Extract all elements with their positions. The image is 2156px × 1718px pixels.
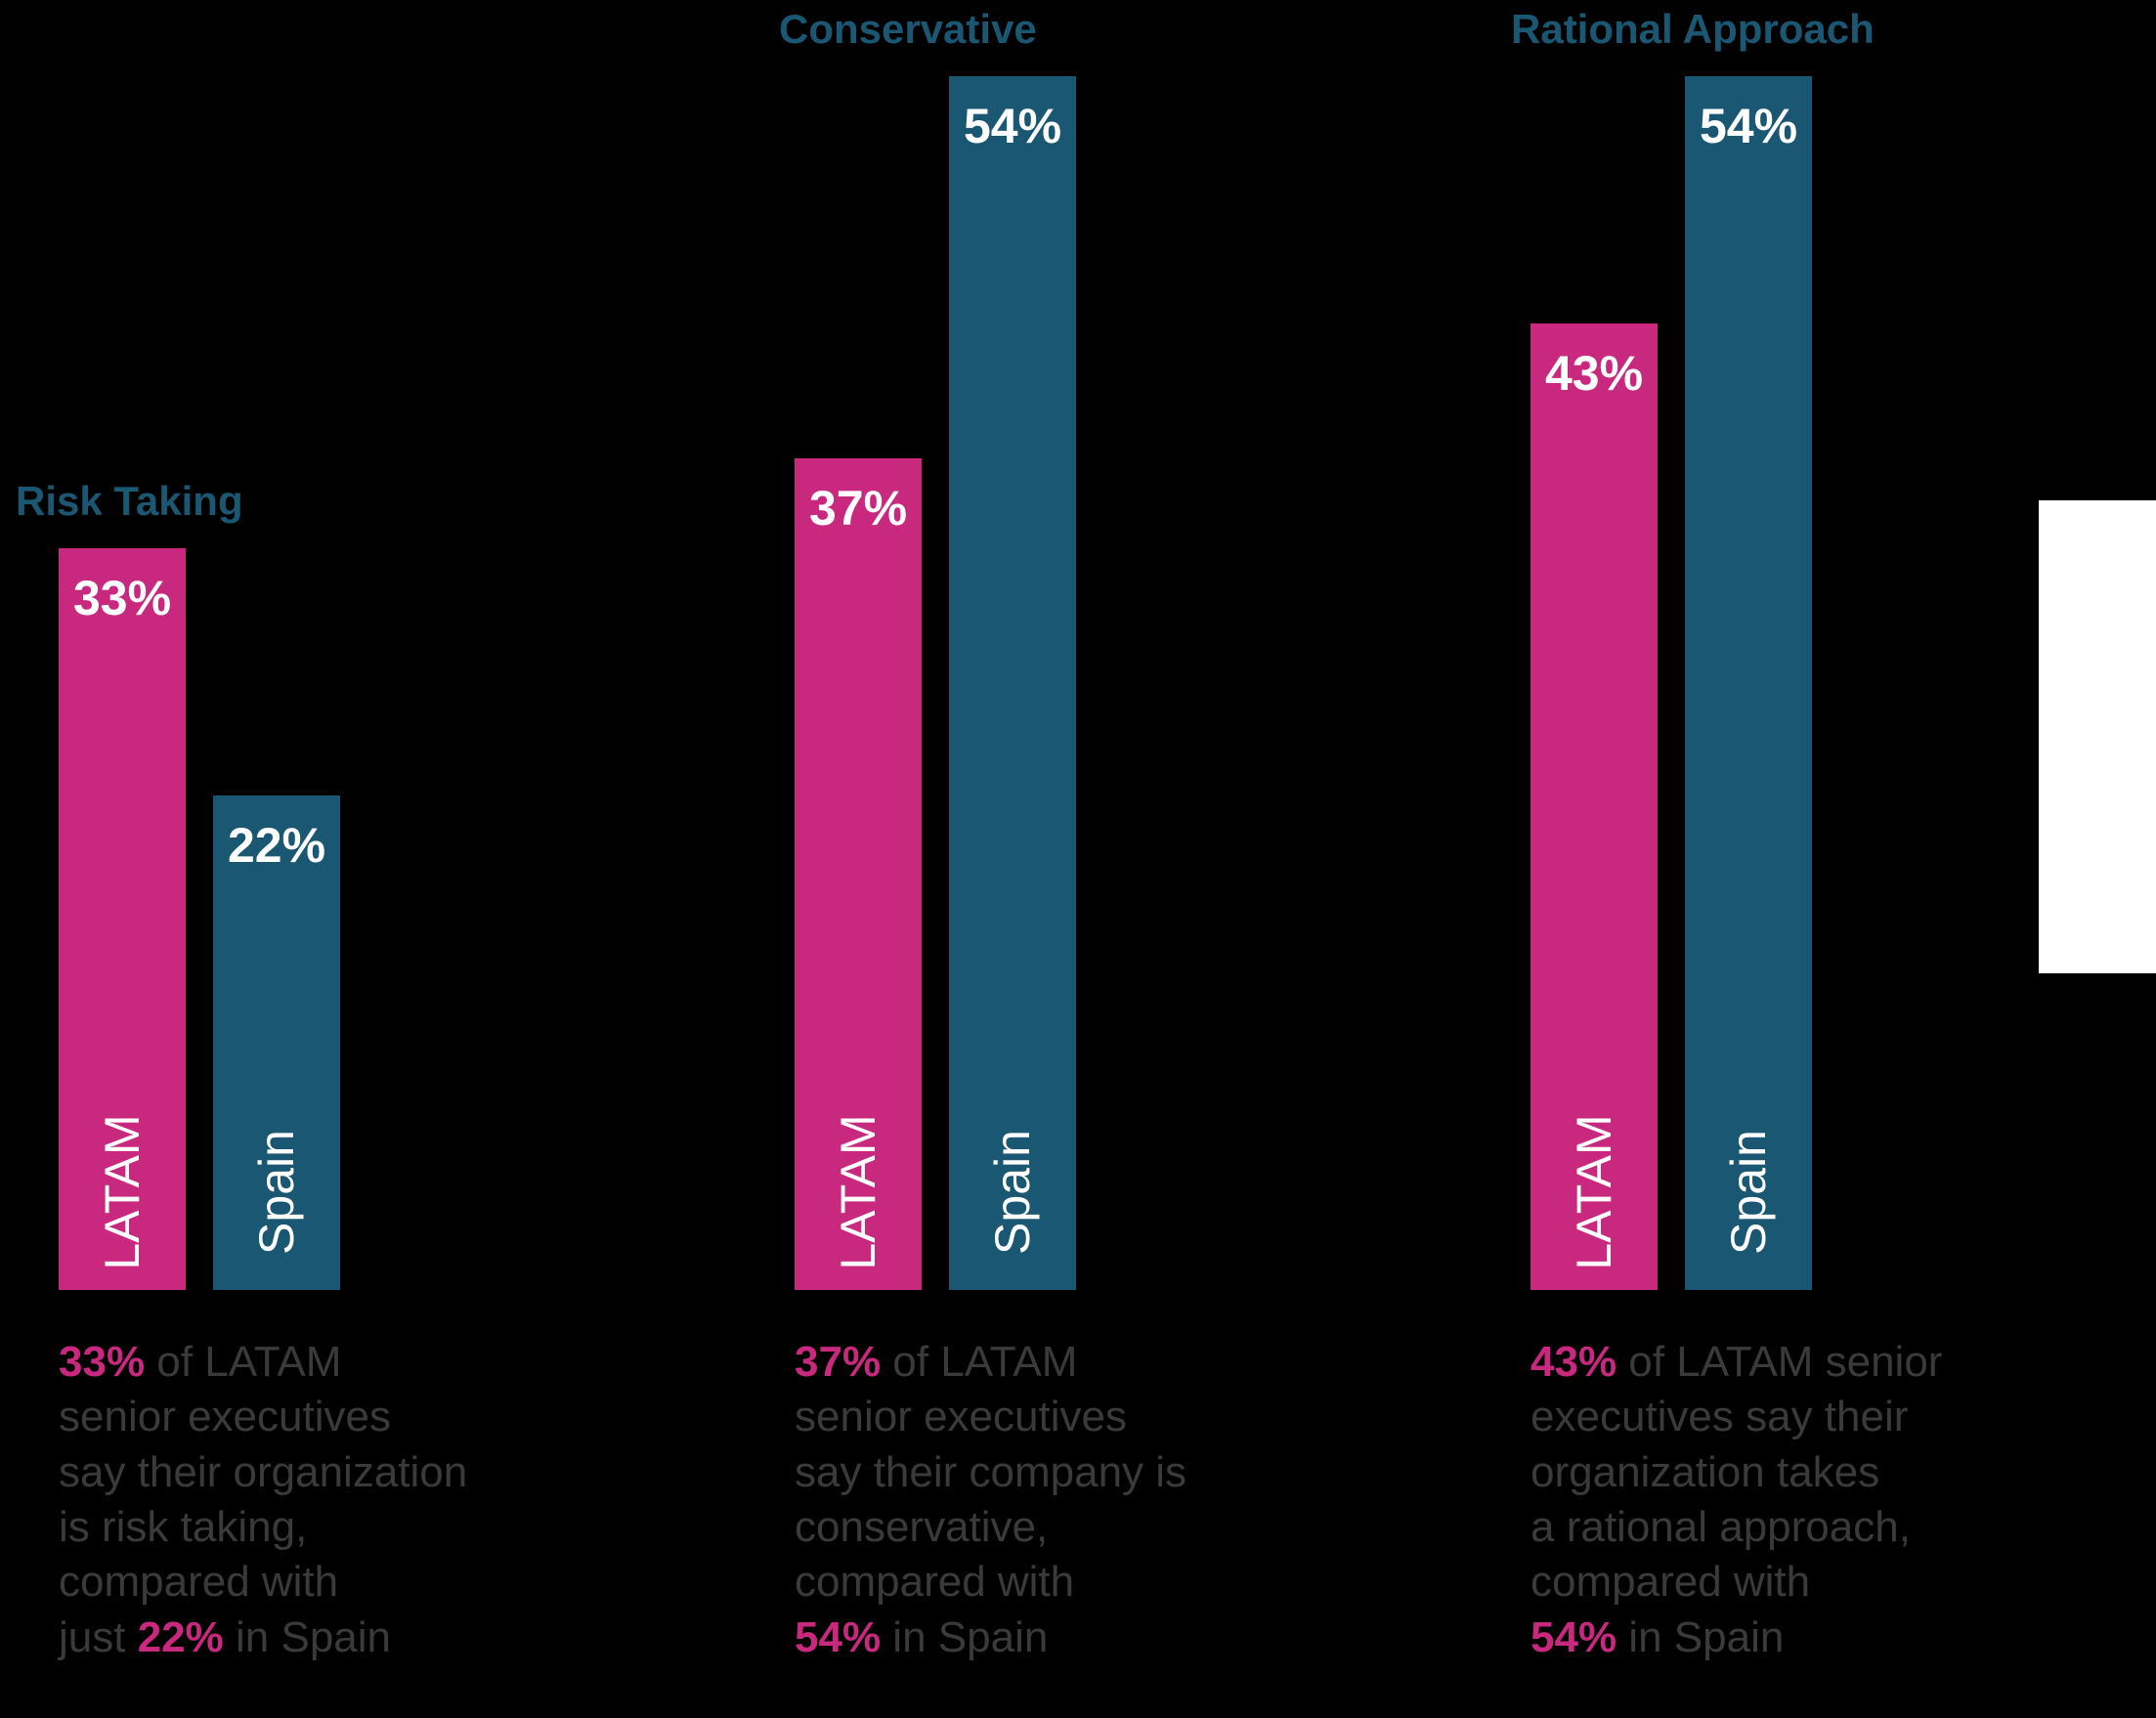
infographic-root: Risk Taking 33% LATAM 22% Spain 33% of L…: [0, 0, 2156, 1718]
bar-conservative-spain: 54% Spain: [949, 76, 1076, 1290]
caption-conservative: 37% of LATAMsenior executivessay their c…: [795, 1335, 1401, 1665]
bar-region-conservative-spain: Spain: [984, 1130, 1041, 1255]
bar-region-risk-spain: Spain: [248, 1130, 305, 1255]
bar-risk-latam: 33% LATAM: [59, 548, 186, 1290]
chart-area-risk: Risk Taking 33% LATAM 22% Spain: [59, 0, 665, 1290]
caption-rational: 43% of LATAM seniorexecutives say theiro…: [1531, 1335, 2136, 1665]
panel-risk-taking: Risk Taking 33% LATAM 22% Spain 33% of L…: [59, 0, 665, 1718]
bar-conservative-latam: 37% LATAM: [795, 458, 922, 1290]
panel-title-risk: Risk Taking: [16, 478, 243, 525]
bar-value-conservative-latam: 37%: [809, 480, 907, 537]
bar-region-conservative-latam: LATAM: [830, 1114, 886, 1269]
white-block-artifact: [2039, 500, 2156, 973]
bar-risk-spain: 22% Spain: [213, 795, 340, 1290]
panel-title-conservative: Conservative: [779, 6, 1037, 53]
bar-rational-spain: 54% Spain: [1685, 76, 1812, 1290]
bar-region-rational-spain: Spain: [1720, 1130, 1777, 1255]
bar-region-rational-latam: LATAM: [1566, 1114, 1622, 1269]
bar-value-risk-latam: 33%: [73, 570, 171, 626]
bar-value-risk-spain: 22%: [228, 817, 325, 874]
bar-value-rational-spain: 54%: [1700, 98, 1797, 154]
bar-value-conservative-spain: 54%: [964, 98, 1061, 154]
chart-area-conservative: Conservative 37% LATAM 54% Spain: [795, 0, 1401, 1290]
panel-title-rational: Rational Approach: [1511, 6, 1875, 53]
bar-rational-latam: 43% LATAM: [1531, 323, 1658, 1290]
caption-risk: 33% of LATAMsenior executivessay their o…: [59, 1335, 665, 1665]
bar-region-risk-latam: LATAM: [94, 1114, 151, 1269]
panel-conservative: Conservative 37% LATAM 54% Spain 37% of …: [795, 0, 1401, 1718]
bar-value-rational-latam: 43%: [1545, 345, 1643, 402]
